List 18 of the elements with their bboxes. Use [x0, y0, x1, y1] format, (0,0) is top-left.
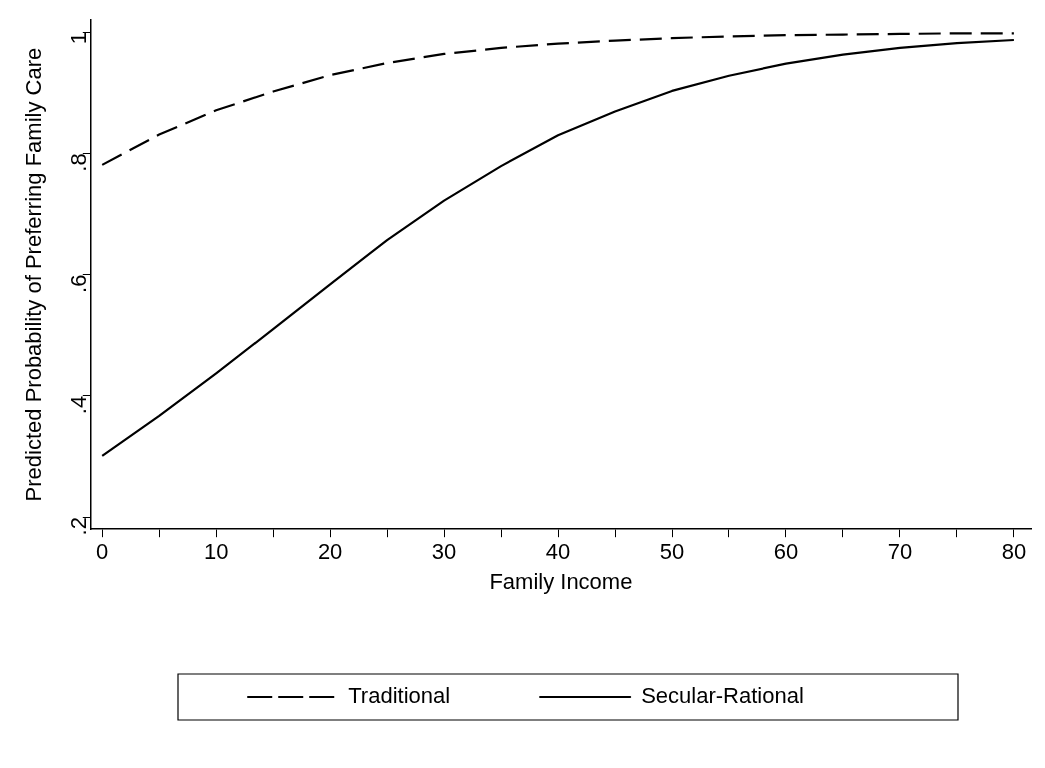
x-axis-title: Family Income [489, 568, 633, 594]
x-tick-label: 80 [1001, 539, 1027, 565]
y-tick-label: .4 [65, 395, 91, 415]
legend-label: Traditional [348, 683, 451, 709]
x-tick-label: 10 [203, 539, 229, 565]
x-tick-label: 40 [545, 539, 571, 565]
y-tick-label: .6 [65, 274, 91, 293]
x-tick-label: 30 [431, 539, 457, 565]
x-tick-label: 20 [317, 539, 343, 565]
legend-label: Secular-Rational [641, 683, 804, 709]
y-tick-label: .8 [65, 153, 91, 172]
y-tick-label: .2 [65, 517, 91, 536]
x-tick-label: 50 [659, 539, 685, 565]
x-tick-label: 70 [887, 539, 913, 565]
x-tick-label: 60 [773, 539, 799, 565]
x-tick-label: 0 [96, 539, 109, 565]
y-axis-title: Predicted Probability of Preferring Family Care [21, 47, 47, 502]
y-tick-label: 1 [65, 32, 91, 45]
